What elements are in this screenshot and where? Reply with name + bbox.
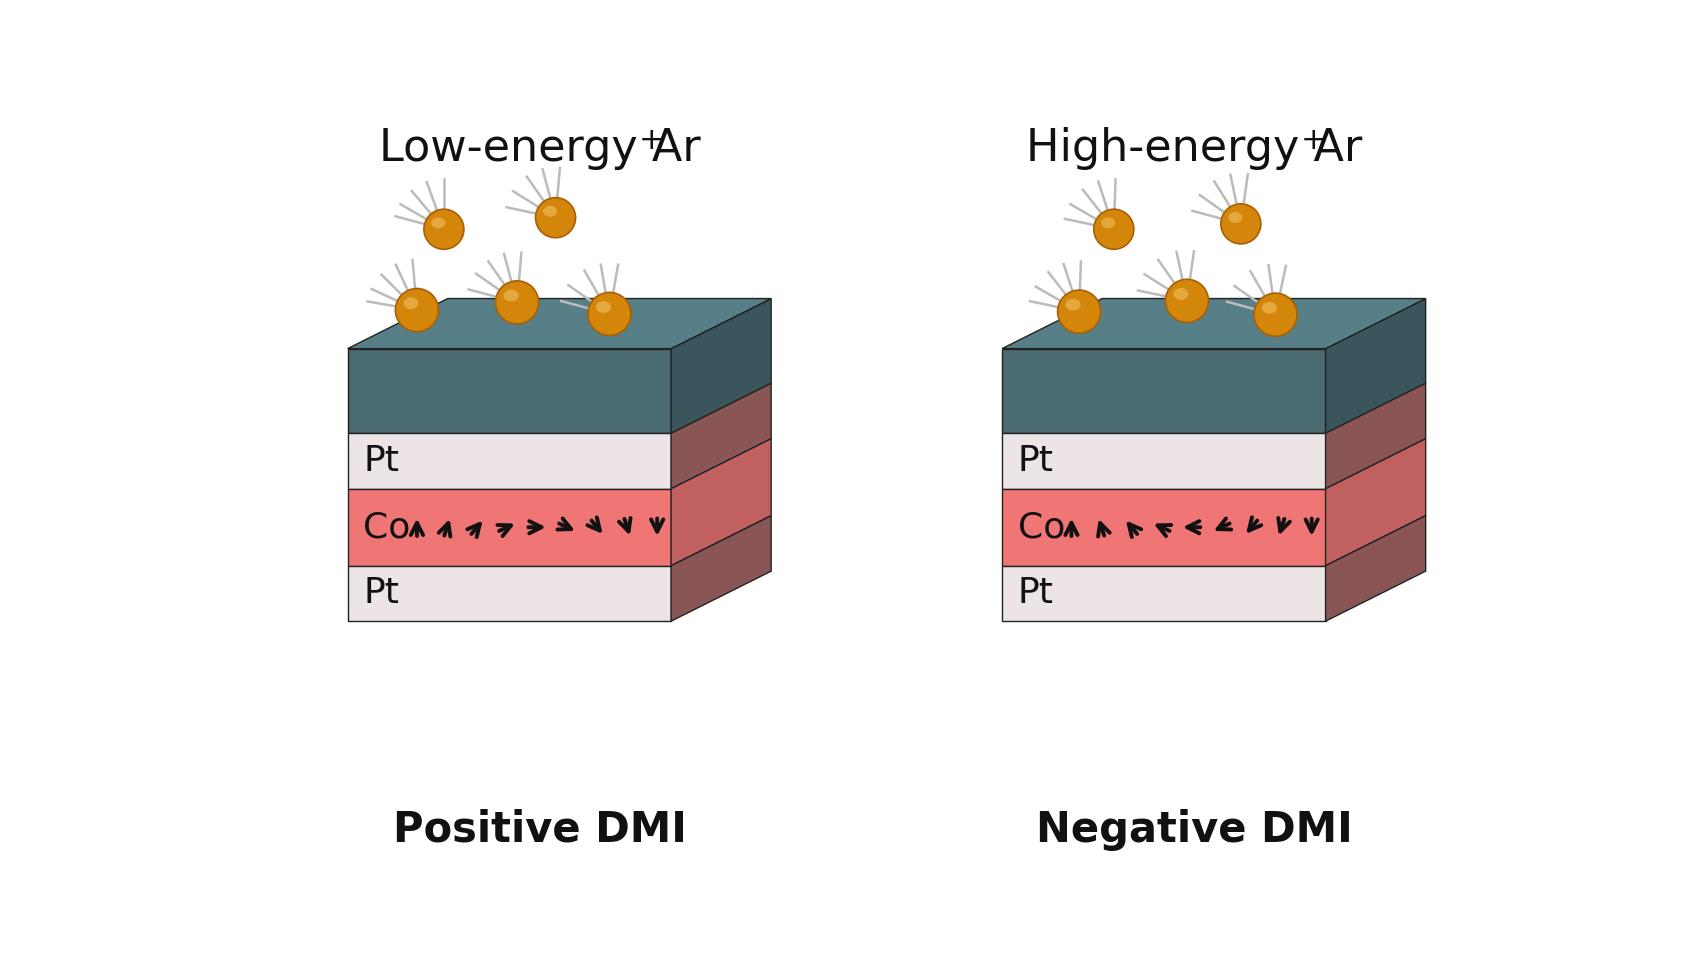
Text: Pt: Pt	[1018, 444, 1054, 478]
Polygon shape	[1001, 489, 1326, 565]
Ellipse shape	[1173, 288, 1188, 300]
Polygon shape	[672, 299, 772, 433]
Polygon shape	[1326, 383, 1426, 489]
Ellipse shape	[1057, 290, 1100, 333]
Polygon shape	[672, 439, 772, 565]
Ellipse shape	[1255, 293, 1297, 336]
Ellipse shape	[588, 292, 631, 335]
Text: Pt: Pt	[364, 444, 400, 478]
Ellipse shape	[1227, 212, 1243, 223]
Polygon shape	[347, 489, 672, 565]
Polygon shape	[672, 515, 772, 621]
Polygon shape	[1326, 515, 1426, 621]
Polygon shape	[1001, 299, 1426, 349]
Ellipse shape	[1102, 218, 1115, 228]
Text: +: +	[1300, 126, 1326, 155]
Ellipse shape	[1066, 299, 1081, 311]
Text: Pt: Pt	[1018, 576, 1054, 611]
Ellipse shape	[1093, 210, 1134, 249]
Text: +: +	[639, 126, 665, 155]
Ellipse shape	[1221, 204, 1261, 244]
Polygon shape	[347, 349, 672, 433]
Polygon shape	[347, 433, 672, 489]
Polygon shape	[1326, 299, 1426, 433]
Text: Negative DMI: Negative DMI	[1037, 808, 1353, 851]
Ellipse shape	[403, 297, 418, 309]
Polygon shape	[1001, 433, 1326, 489]
Polygon shape	[1001, 349, 1326, 433]
Text: Co: Co	[1018, 511, 1064, 544]
Polygon shape	[672, 383, 772, 489]
Ellipse shape	[423, 210, 464, 249]
Ellipse shape	[495, 281, 539, 324]
Polygon shape	[347, 565, 672, 621]
Ellipse shape	[542, 206, 558, 217]
Ellipse shape	[396, 288, 439, 331]
Ellipse shape	[597, 301, 610, 313]
Polygon shape	[1001, 565, 1326, 621]
Ellipse shape	[1261, 302, 1277, 314]
Ellipse shape	[536, 198, 576, 238]
Text: Co: Co	[364, 511, 410, 544]
Ellipse shape	[432, 218, 445, 228]
Text: Low-energy Ar: Low-energy Ar	[379, 126, 700, 170]
Polygon shape	[347, 299, 772, 349]
Ellipse shape	[503, 289, 518, 302]
Text: Pt: Pt	[364, 576, 400, 611]
Ellipse shape	[1166, 279, 1209, 322]
Text: High-energy Ar: High-energy Ar	[1027, 126, 1363, 170]
Polygon shape	[1326, 439, 1426, 565]
Text: Positive DMI: Positive DMI	[393, 808, 687, 851]
